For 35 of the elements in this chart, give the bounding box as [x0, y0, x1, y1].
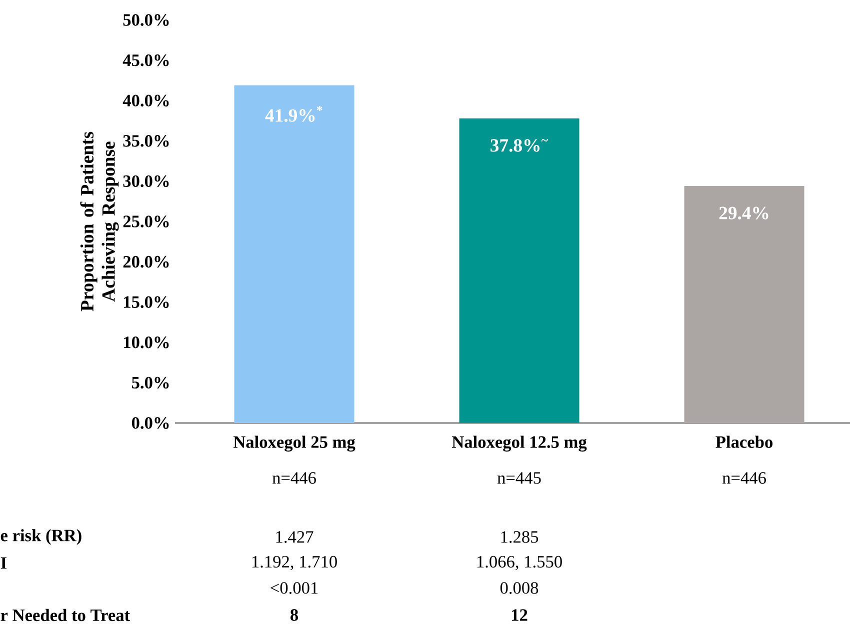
data-label: 29.4%	[719, 206, 768, 220]
y-tick-label: 35.0%	[123, 135, 169, 147]
data-label: 41.9%$^{*}$	[265, 106, 322, 122]
y-tick-label: 45.0%	[122, 54, 169, 66]
data-label: 37.8%$^{~}$	[490, 139, 548, 152]
bar	[234, 85, 354, 423]
x-tick-label: Naloxegol 12.5 mg	[452, 436, 587, 452]
text: n=446	[272, 472, 316, 484]
y-tick-label: 25.0%	[123, 216, 169, 228]
text: <0.001	[270, 582, 318, 594]
text: 8	[290, 609, 298, 621]
text: 1.066, 1.550	[477, 556, 562, 570]
y-axis-title: Proportion of Patients Achieving Response	[80, 132, 119, 312]
text: n=445	[497, 472, 541, 484]
bar	[684, 186, 804, 423]
y-tick-label: 40.0%	[122, 94, 169, 106]
y-tick-label: 0.0%	[132, 417, 169, 429]
y-tick-label: 10.0%	[124, 336, 169, 348]
text: r Needed to Treat	[0, 608, 130, 622]
bar	[459, 118, 580, 423]
text: e risk (RR)	[0, 529, 82, 545]
y-tick-label: 15.0%	[124, 296, 169, 308]
text: 1.192, 1.710	[252, 556, 337, 570]
x-tick-label: Placebo	[716, 436, 772, 448]
text: 1.285	[501, 531, 538, 543]
y-tick-label: 50.0%	[123, 14, 169, 26]
text: I	[0, 557, 6, 569]
y-tick-label: 5.0%	[132, 376, 169, 389]
y-tick-label: 20.0%	[123, 256, 169, 268]
text: 1.427	[276, 531, 314, 543]
text: 0.008	[500, 582, 538, 594]
text: 12	[512, 609, 528, 621]
x-tick-label: Naloxegol 25 mg	[233, 436, 356, 452]
y-tick-label: 30.0%	[123, 175, 169, 188]
text: n=446	[722, 472, 766, 484]
